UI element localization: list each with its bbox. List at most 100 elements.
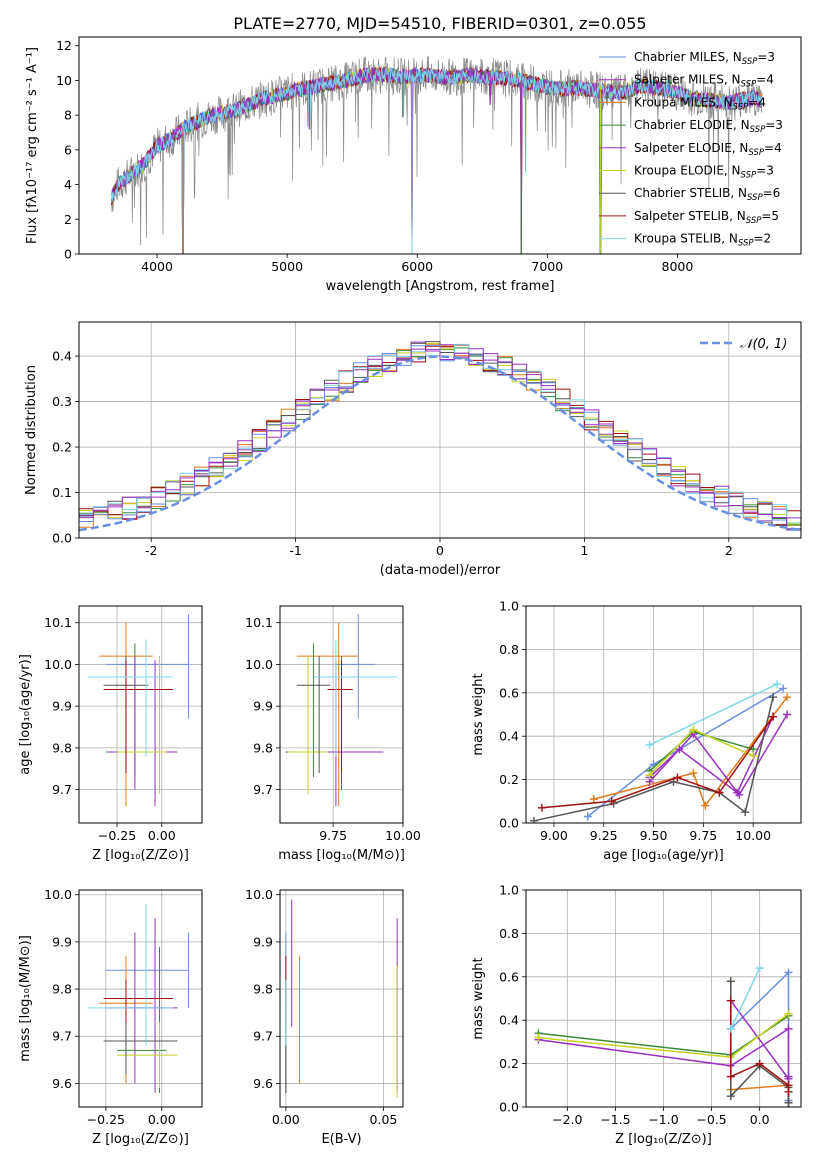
x-axis-label: (data-model)/error <box>380 563 501 578</box>
plot-area <box>79 341 801 532</box>
plot-area <box>534 964 793 1107</box>
y-tick-label: 0.4 <box>499 1013 519 1028</box>
x-tick-label: 9.25 <box>590 828 618 843</box>
x-tick-label: 4000 <box>141 259 173 274</box>
x-tick-label: 9.00 <box>540 828 568 843</box>
legend-series-name: Kroupa STELIB, N <box>634 232 738 246</box>
residual-histogram <box>79 348 801 530</box>
legend-count: =3 <box>757 50 775 64</box>
y-tick-label: 0.4 <box>499 729 519 744</box>
y-tick-label: 9.9 <box>52 699 72 714</box>
y-tick-label: 0.0 <box>499 816 519 831</box>
plot-area <box>111 56 763 254</box>
plus-marker <box>689 769 698 778</box>
y-tick-label: 9.8 <box>52 982 72 997</box>
y-tick-label: 0.2 <box>52 440 72 455</box>
legend-count: =5 <box>761 209 779 223</box>
legend-label: Chabrier ELODIE, NSSP=3 <box>634 118 783 135</box>
y-axis-label: age [log₁₀(age/yr)] <box>18 654 33 775</box>
plus-marker <box>645 771 654 780</box>
x-axis-label: wavelength [Angstrom, rest frame] <box>326 279 555 294</box>
legend-subscript: SSP <box>733 102 749 112</box>
plus-marker <box>726 1092 735 1101</box>
plus-marker <box>735 790 744 799</box>
y-tick-label: 2 <box>64 212 72 227</box>
x-axis-label: age [log₁₀(age/yr)] <box>603 848 724 863</box>
weight-line <box>593 696 788 808</box>
y-tick-label: 0.2 <box>499 772 519 787</box>
legend-subscript: SSP <box>738 239 754 249</box>
weight-line <box>649 714 788 797</box>
plus-marker <box>784 1098 793 1107</box>
plus-marker <box>773 680 782 689</box>
x-tick-label: -1 <box>289 543 301 558</box>
plot-area <box>529 680 792 823</box>
plot-area <box>87 614 190 807</box>
x-tick-label: 0.05 <box>370 1112 398 1127</box>
y-tick-label: 0.3 <box>52 394 72 409</box>
y-tick-label: 10.1 <box>44 615 72 630</box>
y-tick-label: 9.8 <box>52 740 72 755</box>
legend-count: =4 <box>748 95 766 109</box>
plus-marker <box>784 1087 793 1096</box>
plus-marker <box>534 1033 543 1042</box>
plus-marker <box>715 788 724 797</box>
model-line <box>111 67 763 202</box>
plus-marker <box>673 773 682 782</box>
x-tick-label: 0.00 <box>272 1112 300 1127</box>
y-tick-label: 4 <box>64 177 72 192</box>
legend-label: Chabrier STELIB, NSSP=6 <box>634 186 780 203</box>
legend-subscript: SSP <box>742 57 758 67</box>
legend-subscript: SSP <box>741 171 757 181</box>
y-tick-label: 0.8 <box>499 642 519 657</box>
x-tick-label: −0.25 <box>98 828 136 843</box>
plus-marker <box>783 710 792 719</box>
axes-frame <box>78 889 203 1108</box>
legend-count: =3 <box>756 164 774 178</box>
x-tick-label: 2 <box>725 543 733 558</box>
y-tick-label: 9.6 <box>253 1076 273 1091</box>
legend-count: =4 <box>756 73 774 87</box>
legend-series-name: Salpeter ELODIE, N <box>634 141 748 155</box>
legend-series-name: Chabrier MILES, N <box>634 50 742 64</box>
y-tick-label: 12 <box>56 38 72 53</box>
axes-frame <box>78 321 802 539</box>
y-tick-label: 10 <box>56 73 72 88</box>
x-axis-label: Z [log₁₀(Z/Z⊙)] <box>92 1132 189 1147</box>
y-axis-label: mass [log₁₀(M/M⊙)] <box>18 935 33 1062</box>
plus-marker <box>645 740 654 749</box>
figure-title: PLATE=2770, MJD=54510, FIBERID=0301, z=0… <box>233 14 646 33</box>
y-tick-label: 1.0 <box>499 599 519 614</box>
x-tick-label: -2 <box>145 543 157 558</box>
x-tick-label: −1.0 <box>648 1112 678 1127</box>
plus-marker <box>755 1059 764 1068</box>
y-tick-label: 9.7 <box>52 782 72 797</box>
legend-subscript: SSP <box>741 80 757 90</box>
plus-marker <box>589 795 598 804</box>
chart-weight-vs-age: 9.00 9.25 9.50 9.75 10.00 0.0 0.2 0.4 0.6 0.8 1.0 a… <box>471 599 802 863</box>
plus-marker <box>689 725 698 734</box>
legend-subscript: SSP <box>748 148 764 158</box>
legend-subscript: SSP <box>746 216 762 226</box>
legend-label: Chabrier MILES, NSSP=3 <box>634 50 775 67</box>
y-tick-label: 9.9 <box>253 934 273 949</box>
x-tick-label: 6000 <box>401 259 433 274</box>
plus-marker <box>784 1024 793 1033</box>
axes-frame <box>279 605 404 824</box>
legend-label: Salpeter ELODIE, NSSP=4 <box>634 141 782 158</box>
weight-line <box>649 683 778 746</box>
x-tick-label: 1 <box>580 543 588 558</box>
plus-marker <box>749 751 758 760</box>
y-tick-label: 0.2 <box>499 1056 519 1071</box>
y-tick-label: 0.6 <box>499 969 519 984</box>
plus-marker <box>726 996 735 1005</box>
legend-series-name: Chabrier STELIB, N <box>634 186 747 200</box>
legend-label: Kroupa ELODIE, NSSP=3 <box>634 164 774 181</box>
model-line <box>111 66 763 254</box>
plus-marker <box>784 1009 793 1018</box>
plot-area <box>285 899 398 1098</box>
plus-marker <box>741 808 750 817</box>
plus-marker <box>583 812 592 821</box>
legend-label: 𝒩(0, 1) <box>740 337 787 352</box>
